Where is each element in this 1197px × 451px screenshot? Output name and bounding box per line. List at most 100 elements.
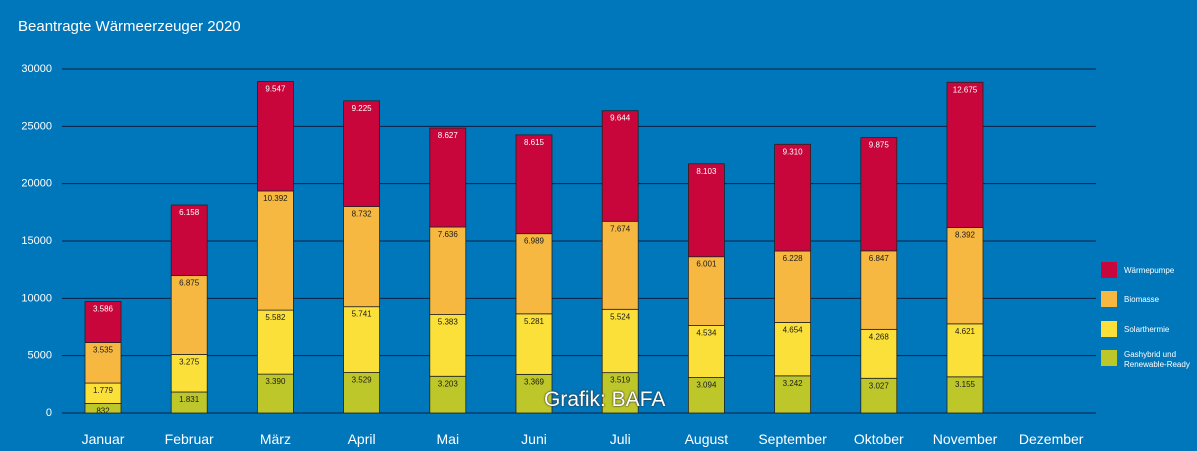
bar-segment xyxy=(774,143,811,252)
bar-segment xyxy=(688,163,725,258)
bar-data-label: 7.636 xyxy=(438,230,459,239)
bar-stack: 3.155 4.621 8.392 12.675 xyxy=(946,81,984,414)
bar-data-label: 3.369 xyxy=(524,377,545,386)
bar-segment xyxy=(774,322,811,377)
bar-data-label: 9.547 xyxy=(265,84,286,93)
bar-data-label: 9.875 xyxy=(869,141,890,150)
bar-segment xyxy=(343,306,381,373)
bar-data-label: 9.310 xyxy=(783,147,804,156)
legend-label: Biomasse xyxy=(1124,295,1160,304)
bar-stack: 3.027 4.268 6.847 9.875 xyxy=(860,137,898,414)
bar-segment xyxy=(170,275,208,355)
bar-stack: 3.390 5.582 10.392 9.547 xyxy=(256,81,294,414)
chart-title: Beantragte Wärmeerzeuger 2020 xyxy=(18,18,241,35)
bar-segment xyxy=(860,250,898,330)
legend-swatch xyxy=(1101,321,1117,337)
bar-stack: 3.203 5.383 7.636 8.627 xyxy=(429,127,467,414)
bar-data-label: 3.275 xyxy=(179,357,200,366)
bar-data-label: 5.741 xyxy=(352,310,373,319)
bar-stack: 3.519 5.524 7.674 9.644 xyxy=(601,110,639,414)
bar-segment xyxy=(515,233,553,315)
bar-data-label: 5.281 xyxy=(524,317,545,326)
bar-segment xyxy=(84,342,122,384)
bar-segment xyxy=(946,323,984,378)
x-tick-label: Juli xyxy=(610,431,631,447)
bar-segment xyxy=(515,313,553,375)
bar-data-label: 8.392 xyxy=(955,231,976,240)
y-tick-label: 30000 xyxy=(21,63,52,75)
legend-label: Solarthermie xyxy=(1124,325,1170,334)
bar-segment xyxy=(343,206,381,308)
bar-segment xyxy=(256,373,294,414)
y-tick-label: 0 xyxy=(46,407,52,419)
bar-data-label: 6.001 xyxy=(696,260,717,269)
bar-segment xyxy=(429,226,467,315)
bar-segment xyxy=(774,375,811,414)
bar-segment xyxy=(688,325,725,378)
bar-segment xyxy=(343,372,381,414)
bar-data-label: 7.674 xyxy=(610,224,631,233)
y-tick-label: 10000 xyxy=(21,292,52,304)
x-tick-label: November xyxy=(933,431,998,447)
bar-segment xyxy=(688,377,725,414)
bar-data-label: 8.627 xyxy=(438,131,459,140)
legend-swatch xyxy=(1101,350,1117,366)
bar-segment xyxy=(515,134,553,235)
x-tick-label: März xyxy=(260,431,291,447)
bar-data-label: 3.586 xyxy=(93,304,114,313)
bar-data-label: 1.831 xyxy=(179,395,200,404)
bar-segment xyxy=(860,377,898,414)
bar-data-label: 6.228 xyxy=(783,254,804,263)
bar-segment xyxy=(256,81,294,192)
bar-data-label: 8.103 xyxy=(696,167,717,176)
bar-segment xyxy=(946,81,984,229)
bar-data-label: 3.390 xyxy=(265,377,286,386)
x-tick-label: Januar xyxy=(82,431,125,447)
x-tick-label: April xyxy=(348,431,376,447)
legend-label: Wärmepumpe xyxy=(1124,266,1175,275)
y-tick-label: 20000 xyxy=(21,178,52,190)
bar-data-label: 3.203 xyxy=(438,379,459,388)
bar-data-label: 5.524 xyxy=(610,312,631,321)
x-tick-label: August xyxy=(685,431,729,447)
bar-stack: 1.831 3.275 6.875 6.158 xyxy=(170,204,208,414)
legend-swatch xyxy=(1101,291,1117,307)
bar-segment xyxy=(860,137,898,252)
bar-stack: 3.094 4.534 6.001 8.103 xyxy=(688,163,725,414)
y-tick-label: 5000 xyxy=(28,350,52,362)
bar-stack: 3.369 5.281 6.989 8.615 xyxy=(515,134,553,414)
bar-data-label: 6.875 xyxy=(179,279,200,288)
x-tick-label: Februar xyxy=(165,431,214,447)
bar-data-label: 1.779 xyxy=(93,386,114,395)
bar-data-label: 3.155 xyxy=(955,380,976,389)
bar-data-label: 3.094 xyxy=(696,381,717,390)
legend-entry: Wärmepumpe xyxy=(1101,262,1175,278)
bar-data-label: 4.268 xyxy=(869,332,890,341)
bar-segment xyxy=(84,301,122,343)
bar-data-label: 6.847 xyxy=(869,254,890,263)
y-tick-label: 25000 xyxy=(21,120,52,132)
bar-data-label: 3.535 xyxy=(93,346,114,355)
x-tick-label: Oktober xyxy=(854,431,904,447)
bar-segment xyxy=(256,190,294,311)
bar-data-label: 9.644 xyxy=(610,114,631,123)
legend-entry: Solarthermie xyxy=(1101,321,1170,337)
x-tick-label: Dezember xyxy=(1019,431,1084,447)
bar-stack: 3.529 5.741 8.732 9.225 xyxy=(343,100,381,414)
bar-data-label: 3.027 xyxy=(869,381,890,390)
bar-data-label: 3.519 xyxy=(610,376,631,385)
bar-segment xyxy=(170,204,208,277)
legend-label: Gashybrid und Renewable-Ready xyxy=(1124,350,1190,369)
bar-data-label: 5.582 xyxy=(265,313,286,322)
bar-segment xyxy=(515,373,553,414)
bar-segment xyxy=(601,372,639,414)
bar-data-label: 3.242 xyxy=(783,379,804,388)
x-tick-label: Juni xyxy=(521,431,547,447)
bar-data-label: 5.383 xyxy=(438,318,459,327)
bar-segment xyxy=(429,314,467,377)
bar-segment xyxy=(170,354,208,393)
bar-segment xyxy=(860,328,898,379)
bar-segment xyxy=(429,127,467,228)
